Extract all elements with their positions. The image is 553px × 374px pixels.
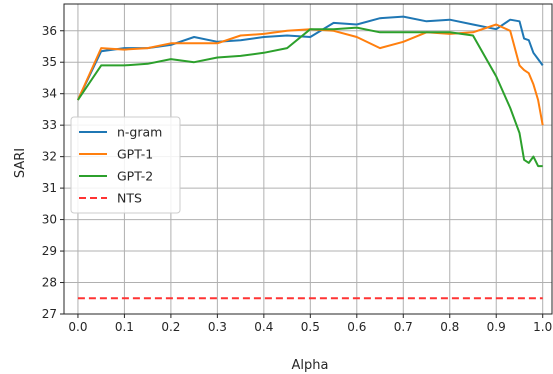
legend: n-gram GPT-1 GPT-2 NTS: [70, 116, 181, 214]
y-axis-label: SARI: [13, 148, 28, 178]
x-tick-label: 0.9: [487, 320, 506, 334]
legend-label: GPT-1: [117, 147, 153, 162]
x-tick-label: 0.1: [115, 320, 134, 334]
y-tick-label: 36: [42, 24, 57, 38]
x-tick-label: 0.2: [161, 320, 180, 334]
x-tick-label: 1.0: [533, 320, 552, 334]
y-tick-label: 35: [42, 55, 57, 69]
series-line-gpt-1: [76, 23, 544, 126]
y-tick-label: 27: [42, 307, 57, 321]
y-tick-label: 28: [42, 276, 57, 290]
y-tick-label: 33: [42, 118, 57, 132]
legend-label: NTS: [117, 191, 142, 206]
legend-label: n-gram: [117, 125, 162, 140]
y-tick-label: 32: [42, 150, 57, 164]
x-tick-label: 0.6: [347, 320, 366, 334]
series-line-gpt-2: [77, 26, 543, 168]
y-tick-label: 34: [42, 87, 57, 101]
series-lines: [76, 15, 544, 300]
x-axis-label: Alpha: [292, 358, 329, 373]
legend-label: GPT-2: [117, 169, 153, 184]
x-tick-label: 0.5: [301, 320, 320, 334]
y-tick-label: 30: [42, 213, 57, 227]
x-tick-label: 0.3: [208, 320, 227, 334]
y-tick-label: 31: [42, 181, 57, 195]
x-axis-ticks: 0.0 0.1 0.2 0.3 0.4 0.5 0.6 0.7 0.8 0.9 1.0: [68, 314, 552, 334]
plot-frame: [63, 3, 553, 315]
x-tick-label: 0.4: [254, 320, 273, 334]
y-axis-ticks: 27 28 29 30 31 32 33 34 35 36: [42, 24, 64, 321]
x-tick-label: 0.8: [440, 320, 459, 334]
grid: [64, 4, 552, 315]
legend-box: [70, 116, 181, 214]
x-tick-label: 0.7: [394, 320, 413, 334]
y-tick-label: 29: [42, 244, 57, 258]
x-tick-label: 0.0: [68, 320, 87, 334]
